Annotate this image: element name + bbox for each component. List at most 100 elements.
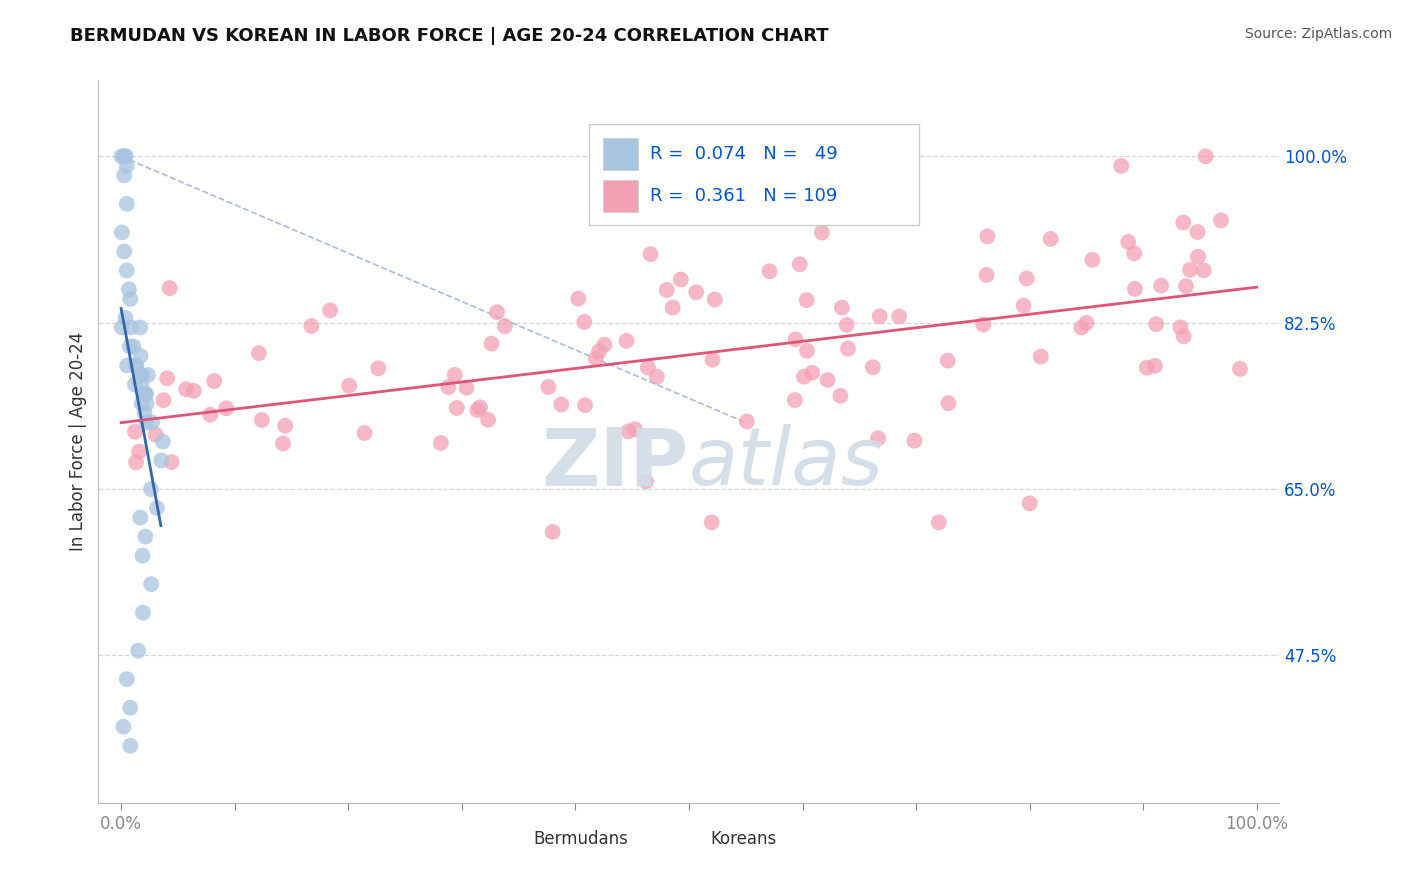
Point: [477, 413, 499, 427]
Point: [903, 434, 925, 448]
Text: BERMUDAN VS KOREAN IN LABOR FORCE | AGE 20-24 CORRELATION CHART: BERMUDAN VS KOREAN IN LABOR FORCE | AGE …: [70, 27, 830, 45]
Point: [1173, 329, 1195, 343]
Point: [150, 453, 173, 467]
Point: [796, 343, 818, 358]
Point: [637, 360, 659, 375]
Text: R =  0.361   N = 109: R = 0.361 N = 109: [650, 187, 838, 205]
Point: [486, 305, 509, 319]
Bar: [603, 138, 638, 169]
Point: [124, 359, 146, 373]
Point: [574, 398, 596, 412]
Point: [115, 197, 138, 211]
Point: [593, 338, 616, 352]
Point: [337, 378, 360, 392]
Point: [132, 387, 155, 401]
Point: [976, 229, 998, 244]
Point: [494, 319, 516, 334]
Point: [588, 344, 610, 359]
Point: [141, 577, 163, 591]
Point: [125, 359, 148, 373]
Point: [437, 380, 460, 394]
Point: [669, 272, 692, 286]
Text: R =  0.074   N =   49: R = 0.074 N = 49: [650, 145, 838, 163]
Point: [700, 516, 723, 530]
Point: [114, 149, 136, 163]
Point: [129, 368, 152, 382]
Point: [202, 374, 225, 388]
Point: [972, 318, 994, 332]
Point: [111, 320, 134, 334]
Point: [936, 353, 959, 368]
Point: [796, 293, 818, 308]
Bar: [603, 180, 638, 211]
Point: [789, 257, 811, 271]
Point: [152, 393, 174, 408]
Point: [640, 247, 662, 261]
Y-axis label: In Labor Force | Age 20-24: In Labor Force | Age 20-24: [69, 332, 87, 551]
Point: [124, 377, 146, 392]
Point: [1109, 159, 1132, 173]
Point: [661, 301, 683, 315]
Point: [801, 366, 824, 380]
Point: [112, 720, 135, 734]
Point: [537, 380, 560, 394]
Point: [467, 403, 489, 417]
Point: [114, 149, 136, 163]
Point: [115, 359, 138, 373]
Point: [141, 416, 163, 430]
Point: [120, 292, 142, 306]
Point: [1116, 235, 1139, 249]
Point: [247, 346, 270, 360]
Point: [200, 408, 222, 422]
Text: ZIP: ZIP: [541, 425, 689, 502]
Point: [156, 371, 179, 385]
Point: [617, 425, 640, 439]
Point: [1150, 278, 1173, 293]
Point: [574, 315, 596, 329]
Point: [541, 524, 564, 539]
Point: [120, 739, 142, 753]
Point: [152, 434, 174, 449]
Point: [160, 455, 183, 469]
Point: [567, 292, 589, 306]
Point: [250, 413, 273, 427]
Bar: [501, 828, 526, 850]
Point: [1144, 317, 1167, 331]
Point: [139, 482, 162, 496]
Text: atlas: atlas: [689, 425, 884, 502]
Point: [817, 373, 839, 387]
Point: [319, 303, 342, 318]
Point: [1187, 250, 1209, 264]
Point: [118, 282, 141, 296]
Point: [550, 397, 572, 411]
Bar: [678, 828, 703, 850]
Text: Bermudans: Bermudans: [533, 830, 628, 848]
Point: [271, 436, 294, 450]
Point: [112, 244, 135, 259]
Point: [862, 360, 884, 375]
Point: [146, 501, 169, 516]
Point: [135, 416, 157, 430]
Point: [1029, 350, 1052, 364]
Point: [835, 318, 858, 332]
Point: [1018, 496, 1040, 510]
Point: [135, 396, 157, 410]
Point: [131, 368, 153, 382]
Point: [134, 530, 156, 544]
Point: [127, 643, 149, 657]
Point: [1173, 216, 1195, 230]
Point: [785, 332, 807, 346]
Point: [869, 309, 891, 323]
Point: [131, 549, 153, 563]
Point: [616, 334, 638, 348]
Point: [1178, 263, 1201, 277]
Point: [274, 418, 297, 433]
Point: [456, 381, 478, 395]
Text: Source: ZipAtlas.com: Source: ZipAtlas.com: [1244, 27, 1392, 41]
Point: [129, 349, 152, 363]
Point: [134, 406, 156, 420]
Point: [114, 310, 136, 325]
Point: [623, 422, 645, 436]
Point: [128, 444, 150, 458]
Point: [110, 149, 132, 163]
